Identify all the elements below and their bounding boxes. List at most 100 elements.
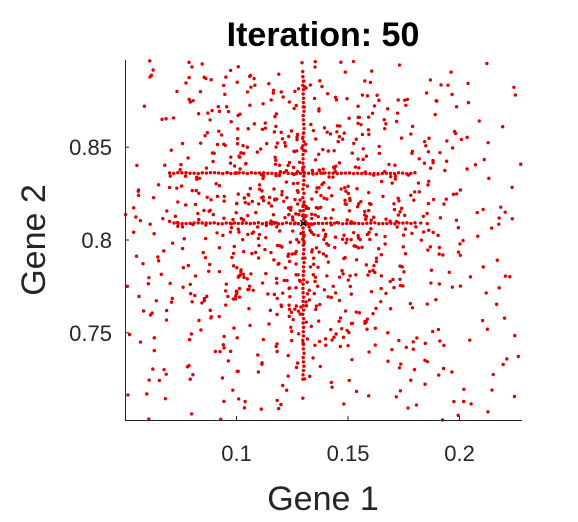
- cross-point: [364, 171, 368, 176]
- data-point: [329, 380, 334, 385]
- data-point: [250, 251, 254, 256]
- data-point: [347, 116, 351, 120]
- data-point: [231, 264, 236, 268]
- data-point: [275, 342, 279, 346]
- data-point: [294, 273, 298, 277]
- cross-point: [188, 221, 192, 226]
- data-point: [217, 246, 222, 250]
- data-point: [253, 83, 257, 87]
- data-point: [257, 183, 262, 187]
- data-point: [409, 193, 413, 198]
- data-point: [450, 285, 455, 289]
- data-point: [381, 194, 385, 199]
- data-point: [277, 163, 282, 167]
- data-point: [274, 124, 278, 129]
- cross-point: [208, 221, 212, 225]
- data-point: [377, 247, 381, 251]
- data-point: [280, 137, 285, 141]
- data-point: [277, 261, 281, 266]
- cross-point: [304, 221, 309, 225]
- data-point: [379, 286, 383, 291]
- data-point: [190, 300, 194, 304]
- data-point: [397, 199, 401, 203]
- data-point: [289, 129, 294, 133]
- data-point: [393, 177, 398, 181]
- data-point: [392, 285, 396, 290]
- data-point: [391, 277, 395, 282]
- data-point: [426, 201, 431, 206]
- data-point: [189, 332, 194, 336]
- data-point: [430, 329, 435, 334]
- cross-point: [278, 171, 282, 175]
- data-point: [439, 83, 443, 87]
- y-axis-label: Gene 2: [15, 184, 53, 296]
- data-point: [202, 208, 206, 213]
- data-point: [468, 275, 473, 279]
- data-point: [221, 342, 225, 347]
- data-point: [201, 250, 205, 255]
- data-point: [219, 133, 224, 137]
- data-point: [249, 272, 253, 276]
- data-point: [317, 186, 321, 190]
- data-point: [312, 232, 316, 237]
- data-point: [284, 169, 289, 173]
- cross-point: [301, 269, 306, 273]
- cross-point: [301, 273, 305, 278]
- data-point: [481, 265, 485, 269]
- data-point: [431, 230, 435, 235]
- data-point: [365, 317, 370, 321]
- data-point: [279, 130, 283, 135]
- data-point: [322, 180, 326, 185]
- data-point: [316, 233, 320, 238]
- cross-point: [216, 171, 221, 175]
- data-point: [356, 246, 361, 250]
- data-point: [367, 269, 372, 274]
- cross-point: [301, 334, 306, 338]
- data-point: [367, 132, 371, 137]
- data-point: [259, 407, 263, 411]
- data-point: [310, 212, 314, 216]
- data-point: [234, 210, 238, 215]
- cross-point: [332, 221, 337, 225]
- data-point: [304, 320, 308, 324]
- cross-point: [301, 217, 306, 221]
- data-point: [175, 186, 179, 190]
- data-point: [243, 399, 247, 404]
- cross-point: [204, 171, 209, 175]
- data-point: [289, 325, 293, 329]
- data-point: [373, 270, 377, 275]
- data-point: [256, 370, 261, 374]
- data-point: [248, 323, 252, 328]
- y-ticks: 0.75 0.8 0.85: [69, 135, 129, 346]
- data-point: [363, 213, 367, 217]
- data-point: [390, 181, 394, 185]
- data-point: [305, 184, 310, 188]
- cross-point: [298, 171, 303, 176]
- data-point: [442, 202, 446, 206]
- data-point: [190, 188, 194, 193]
- data-point: [322, 196, 326, 200]
- data-point: [263, 247, 267, 252]
- data-point: [222, 216, 226, 220]
- data-point: [372, 215, 376, 219]
- data-point: [290, 252, 294, 256]
- data-point: [291, 218, 295, 222]
- data-point: [228, 230, 233, 234]
- data-point: [324, 254, 329, 258]
- data-point: [326, 260, 331, 264]
- data-point: [490, 388, 494, 392]
- data-point: [387, 162, 391, 167]
- data-point: [236, 227, 240, 231]
- data-point: [164, 117, 168, 121]
- data-point: [485, 61, 489, 66]
- data-point: [256, 236, 260, 241]
- data-point: [229, 155, 233, 159]
- data-point: [226, 294, 230, 299]
- data-point: [286, 252, 291, 256]
- data-point: [398, 210, 402, 214]
- cross-point: [301, 148, 306, 152]
- cross-point: [196, 171, 200, 176]
- data-point: [169, 148, 173, 152]
- data-point: [284, 180, 289, 184]
- data-point: [168, 281, 172, 286]
